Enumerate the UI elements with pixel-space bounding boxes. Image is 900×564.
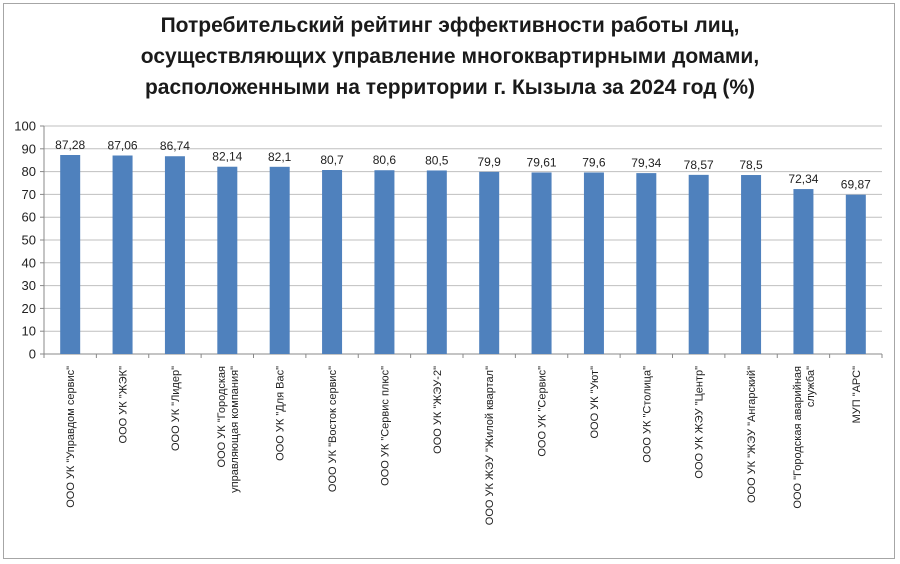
x-category-label-line: ООО УК "Сервис"	[537, 366, 549, 457]
bar	[793, 189, 814, 354]
x-category-label-line: ООО УК "ЖЭК"	[118, 366, 130, 444]
bar	[269, 166, 290, 354]
data-label: 78,57	[684, 158, 714, 172]
bar	[531, 172, 552, 354]
x-category-label: ООО УК "Городская управляющая компания"	[216, 366, 241, 493]
x-category-label: ООО УК "ЖЭК"	[118, 366, 130, 444]
data-label: 78,5	[739, 158, 763, 172]
x-category-label: ООО УК "Восток сервис"	[327, 366, 339, 492]
x-category-label-line: ООО УК "Управдом сервис"	[65, 366, 77, 508]
data-label: 80,5	[425, 153, 449, 167]
x-category-label: ООО УК "Для Вас"	[275, 366, 287, 461]
bar	[374, 170, 395, 354]
x-category-label: ООО УК "ЖЭУ-2"	[432, 366, 444, 454]
x-category-label-line: служба"	[805, 366, 817, 407]
x-category-label-line: ООО УК "ЖЭУ "Ангарский"	[746, 366, 758, 503]
y-tick-label: 90	[22, 141, 36, 156]
x-category-label-line: ООО УК "Городская	[216, 366, 228, 468]
bar	[426, 170, 447, 354]
data-label: 86,74	[160, 139, 190, 153]
bar	[164, 156, 185, 354]
bar	[479, 171, 500, 354]
x-category-label: ООО УК "Управдом сервис"	[65, 366, 77, 508]
x-category-label-line: ООО УК ЖЭУ "Жилой квартал"	[484, 366, 496, 525]
y-tick-label: 40	[22, 255, 36, 270]
y-tick-label: 70	[22, 187, 36, 202]
x-category-label: ООО УК ЖЭУ "Центр"	[694, 366, 706, 479]
x-category-label: МУП "АРС"	[851, 366, 863, 424]
data-label: 72,34	[788, 172, 818, 186]
y-tick-label: 100	[14, 119, 36, 134]
x-category-label: ООО УК "Уют"	[589, 366, 601, 439]
x-category-label-line: ООО УК "Лидер"	[170, 366, 182, 451]
data-label: 82,1	[268, 150, 292, 164]
data-label: 79,6	[582, 156, 606, 170]
chart-title: Потребительский рейтинг эффективности ра…	[0, 10, 900, 103]
x-category-label-line: ООО УК "ЖЭУ-2"	[432, 366, 444, 454]
chart-title-line-3: расположенными на территории г. Кызыла з…	[144, 76, 756, 99]
x-category-label-line: ООО УК "Для Вас"	[275, 366, 287, 461]
data-label: 87,06	[108, 139, 138, 153]
bar	[322, 170, 343, 354]
x-category-label-line: управляющая компания"	[229, 366, 241, 493]
bar	[60, 155, 81, 354]
bar	[688, 174, 709, 354]
bar	[741, 175, 762, 354]
x-category-label-line: ООО УК "Уют"	[589, 366, 601, 439]
y-tick-label: 60	[22, 210, 36, 225]
data-label: 80,6	[373, 153, 397, 167]
data-label: 79,9	[478, 155, 502, 169]
x-category-label: ООО УК "ЖЭУ "Ангарский"	[746, 366, 758, 503]
chart-title-line-2: осуществляющих управление многоквартирны…	[140, 45, 760, 68]
bar	[583, 172, 604, 354]
x-category-label: ООО УК ЖЭУ "Жилой квартал"	[484, 366, 496, 525]
data-label: 79,61	[527, 155, 557, 169]
data-label: 69,87	[841, 178, 871, 192]
x-category-label: ООО УК "Лидер"	[170, 366, 182, 451]
bar	[112, 155, 133, 354]
x-category-label: ООО УК "Сервис плюс"	[379, 366, 391, 486]
y-tick-label: 20	[22, 301, 36, 316]
bar	[845, 194, 866, 354]
x-category-label-line: ООО УК "Столица"	[641, 366, 653, 463]
x-category-label-line: ООО УК ЖЭУ "Центр"	[694, 366, 706, 479]
bar	[636, 173, 657, 354]
y-tick-label: 50	[22, 233, 36, 248]
chart-title-line-1: Потребительский рейтинг эффективности ра…	[160, 14, 740, 37]
x-category-label-line: ООО УК "Восток сервис"	[327, 366, 339, 492]
data-label: 80,7	[320, 153, 344, 167]
x-category-label-line: ООО "Городская аварийная	[792, 366, 804, 509]
data-label: 87,28	[55, 138, 85, 152]
x-category-label-line: ООО УК "Сервис плюс"	[379, 366, 391, 486]
data-label: 82,14	[212, 150, 242, 164]
x-category-label: ООО УК "Сервис"	[537, 366, 549, 457]
y-tick-label: 80	[22, 164, 36, 179]
x-category-label: ООО "Городская аварийная служба"	[792, 366, 817, 509]
y-tick-label: 30	[22, 278, 36, 293]
y-tick-label: 0	[29, 347, 36, 362]
data-label: 79,34	[631, 156, 661, 170]
y-tick-label: 10	[22, 324, 36, 339]
bar	[217, 166, 238, 354]
x-category-label: ООО УК "Столица"	[641, 366, 653, 463]
x-category-label-line: МУП "АРС"	[851, 366, 863, 424]
